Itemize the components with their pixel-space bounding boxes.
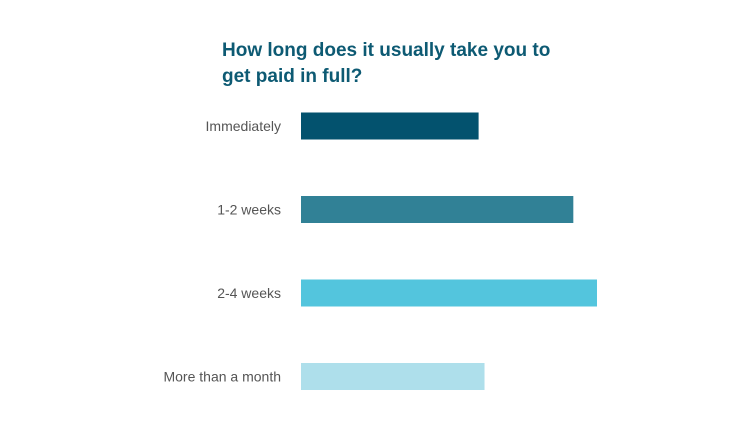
bars-group <box>301 112 597 390</box>
category-label-immediately: Immediately <box>206 118 281 134</box>
category-label-more-than-a-month: More than a month <box>163 369 281 385</box>
chart-title: How long does it usually take you to get… <box>222 40 551 87</box>
bar-2-4-weeks <box>301 279 597 307</box>
category-label-2-4-weeks: 2-4 weeks <box>217 285 281 301</box>
category-labels-group: Immediately 1-2 weeks 2-4 weeks More than a… <box>163 118 281 385</box>
bar-immediately <box>301 112 479 140</box>
bar-1-2-weeks <box>301 196 574 223</box>
category-label-1-2-weeks: 1-2 weeks <box>217 202 281 218</box>
bar-more-than-a-month <box>301 363 485 390</box>
